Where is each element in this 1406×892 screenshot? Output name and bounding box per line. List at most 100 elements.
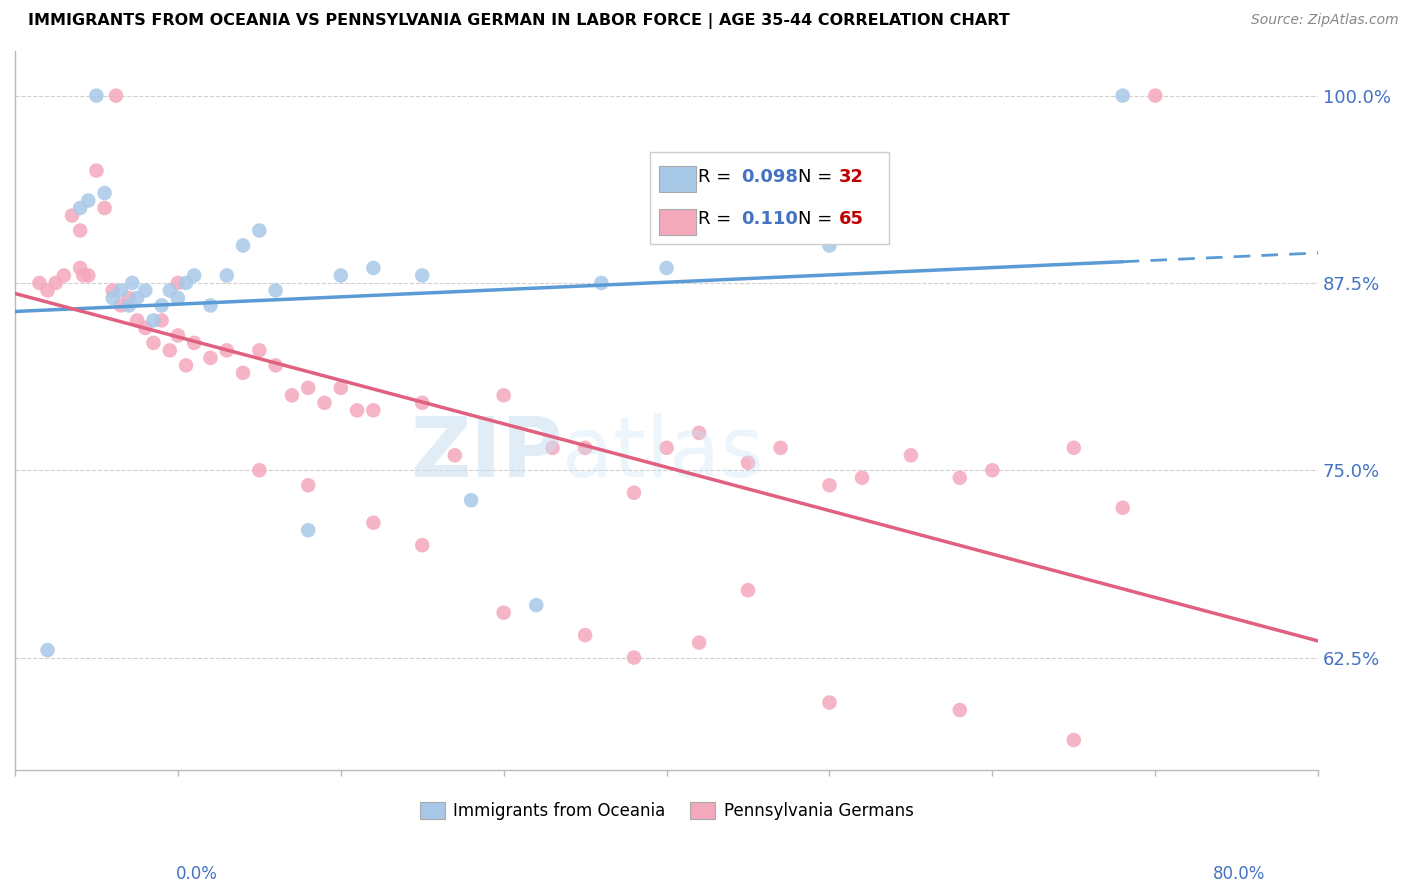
Point xyxy=(127,313,149,327)
Point xyxy=(655,260,678,275)
Point xyxy=(1111,88,1133,103)
Text: R =: R = xyxy=(697,211,742,228)
Text: 0.110: 0.110 xyxy=(741,211,797,228)
Text: 80.0%: 80.0% xyxy=(1213,865,1265,883)
Point xyxy=(77,268,100,283)
Text: N =: N = xyxy=(799,168,838,186)
Point xyxy=(492,606,515,620)
Point xyxy=(167,291,190,305)
Point xyxy=(851,471,873,485)
Point xyxy=(215,268,238,283)
Point xyxy=(329,381,352,395)
Point xyxy=(329,268,352,283)
Point xyxy=(623,650,645,665)
Point xyxy=(69,223,91,237)
Point xyxy=(101,291,124,305)
Point xyxy=(142,313,165,327)
Point xyxy=(104,88,127,103)
Point xyxy=(232,366,254,380)
Point xyxy=(93,186,115,200)
Point xyxy=(200,298,222,312)
FancyBboxPatch shape xyxy=(650,152,890,244)
Point xyxy=(28,276,51,290)
Point xyxy=(314,396,336,410)
Point xyxy=(72,268,94,283)
Point xyxy=(623,485,645,500)
Text: Source: ZipAtlas.com: Source: ZipAtlas.com xyxy=(1251,13,1399,28)
Point xyxy=(247,223,270,237)
Point xyxy=(818,696,841,710)
Text: IMMIGRANTS FROM OCEANIA VS PENNSYLVANIA GERMAN IN LABOR FORCE | AGE 35-44 CORREL: IMMIGRANTS FROM OCEANIA VS PENNSYLVANIA … xyxy=(28,13,1010,29)
Point xyxy=(167,328,190,343)
Point xyxy=(77,194,100,208)
Point xyxy=(118,291,141,305)
Point xyxy=(281,388,304,402)
Point xyxy=(541,441,564,455)
Text: 0.0%: 0.0% xyxy=(176,865,218,883)
Point xyxy=(121,276,143,290)
Point xyxy=(981,463,1004,477)
Text: atlas: atlas xyxy=(562,413,763,494)
Point xyxy=(688,635,710,649)
Point xyxy=(183,335,205,350)
Point xyxy=(460,493,482,508)
Point xyxy=(818,238,841,252)
Legend: Immigrants from Oceania, Pennsylvania Germans: Immigrants from Oceania, Pennsylvania Ge… xyxy=(413,795,920,826)
Point xyxy=(297,523,319,537)
Point xyxy=(1144,88,1167,103)
Point xyxy=(346,403,368,417)
Point xyxy=(118,298,141,312)
Point xyxy=(363,403,385,417)
Point xyxy=(264,284,287,298)
Point xyxy=(110,284,132,298)
Point xyxy=(492,388,515,402)
Point xyxy=(101,284,124,298)
Point xyxy=(443,448,465,462)
Point xyxy=(363,260,385,275)
Point xyxy=(524,598,547,612)
Point xyxy=(1111,500,1133,515)
Point xyxy=(134,284,156,298)
Text: 65: 65 xyxy=(839,211,865,228)
FancyBboxPatch shape xyxy=(659,209,696,235)
Point xyxy=(297,478,319,492)
Point xyxy=(411,268,433,283)
Point xyxy=(688,425,710,440)
Point xyxy=(247,463,270,477)
Point xyxy=(949,471,972,485)
Point xyxy=(737,583,759,598)
Point xyxy=(45,276,67,290)
Point xyxy=(52,268,75,283)
Text: ZIP: ZIP xyxy=(409,413,562,494)
Point xyxy=(247,343,270,358)
Point xyxy=(769,441,792,455)
Point xyxy=(411,538,433,552)
Point xyxy=(818,478,841,492)
Point xyxy=(159,284,181,298)
Point xyxy=(174,359,197,373)
Point xyxy=(150,298,173,312)
Point xyxy=(142,335,165,350)
Point xyxy=(86,88,108,103)
Point xyxy=(411,396,433,410)
Point xyxy=(37,284,59,298)
Point xyxy=(150,313,173,327)
Point xyxy=(86,163,108,178)
Text: N =: N = xyxy=(799,211,838,228)
Point xyxy=(949,703,972,717)
Point xyxy=(900,448,922,462)
Point xyxy=(69,260,91,275)
Point xyxy=(215,343,238,358)
Point xyxy=(574,628,596,642)
FancyBboxPatch shape xyxy=(659,166,696,192)
Point xyxy=(737,456,759,470)
Point xyxy=(574,441,596,455)
Point xyxy=(60,209,83,223)
Point xyxy=(183,268,205,283)
Point xyxy=(174,276,197,290)
Point xyxy=(655,441,678,455)
Point xyxy=(167,276,190,290)
Point xyxy=(69,201,91,215)
Text: 0.098: 0.098 xyxy=(741,168,797,186)
Point xyxy=(37,643,59,657)
